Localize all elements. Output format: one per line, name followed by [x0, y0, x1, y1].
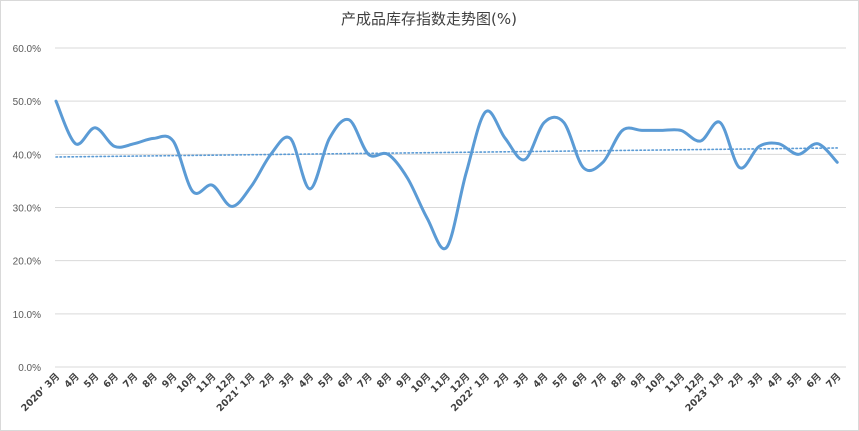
x-tick-label: 4月 — [297, 371, 316, 390]
x-tick-label: 4月 — [62, 371, 81, 390]
series-line — [54, 99, 839, 251]
x-tick-label: 5月 — [82, 371, 101, 390]
x-tick-label: 10月 — [175, 371, 199, 395]
x-tick-label: 2月 — [258, 371, 277, 390]
x-tick-label: 4月 — [766, 371, 785, 390]
x-tick-label: 4月 — [531, 371, 550, 390]
x-tick-label: 3月 — [746, 371, 765, 390]
x-tick-label: 3月 — [512, 371, 531, 390]
x-tick-label: 10月 — [644, 371, 668, 395]
trendline — [55, 147, 839, 158]
x-tick-label: 7月 — [824, 371, 843, 390]
x-tick-label: 11月 — [429, 371, 453, 395]
y-axis-ticks: 0.0% 10.0% 20.0% 30.0% 40.0% 50.0% 60.0% — [13, 44, 41, 374]
gridlines — [55, 47, 846, 368]
x-tick-label: 11月 — [663, 371, 687, 395]
x-tick-label: 5月 — [785, 371, 804, 390]
x-tick-label: 6月 — [570, 371, 589, 390]
x-tick-label: 5月 — [551, 371, 570, 390]
x-tick-label: 8月 — [375, 371, 394, 390]
x-tick-label: 2月 — [492, 371, 511, 390]
x-tick-label: 6月 — [102, 371, 121, 390]
y-tick-label: 10.0% — [13, 310, 41, 321]
x-tick-label: 7月 — [590, 371, 609, 390]
chart-title: 产成品库存指数走势图(%) — [341, 10, 517, 28]
y-tick-label: 60.0% — [13, 44, 41, 55]
x-tick-label: 6月 — [805, 371, 824, 390]
x-tick-label: 7月 — [355, 371, 374, 390]
x-tick-label: 6月 — [336, 371, 355, 390]
y-tick-label: 50.0% — [13, 97, 41, 108]
x-tick-label: 7月 — [121, 371, 140, 390]
x-tick-label: 2月 — [727, 371, 746, 390]
x-tick-label: 5月 — [316, 371, 335, 390]
x-tick-label: 3月 — [277, 371, 296, 390]
x-tick-label: 11月 — [195, 371, 219, 395]
y-tick-label: 0.0% — [18, 363, 41, 374]
y-tick-label: 20.0% — [13, 257, 41, 268]
x-tick-label: 8月 — [141, 371, 160, 390]
y-tick-label: 30.0% — [13, 204, 41, 215]
x-tick-label: 2020’ 3月 — [19, 371, 62, 414]
y-tick-label: 40.0% — [13, 150, 41, 161]
x-tick-label: 8月 — [609, 371, 628, 390]
series-layer — [54, 99, 839, 251]
x-tick-label: 10月 — [409, 371, 433, 395]
